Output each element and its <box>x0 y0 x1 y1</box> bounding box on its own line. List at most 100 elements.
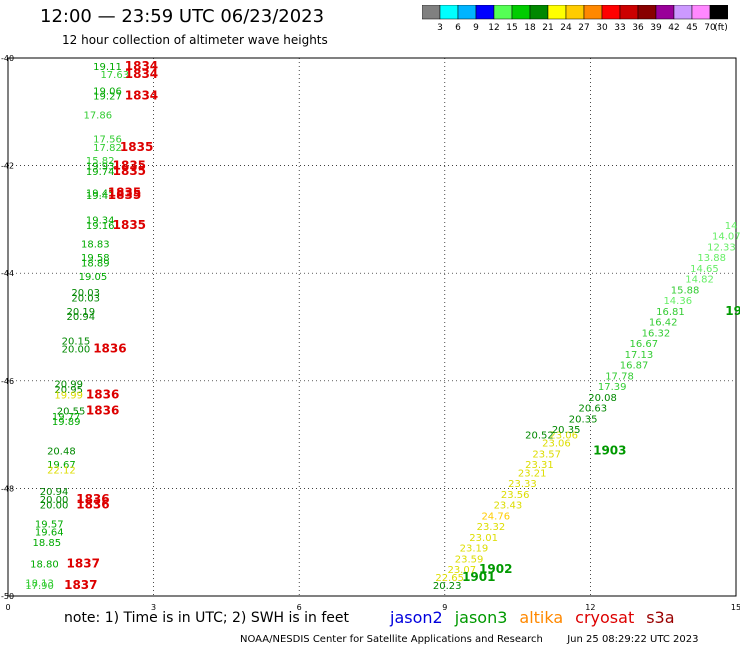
x-tick-label: 9 <box>442 603 447 610</box>
colorbar-label: 70 <box>704 23 716 33</box>
wave-height-point: 20.03 <box>71 293 100 304</box>
wave-height-point: 19.89 <box>52 417 81 428</box>
wave-height-point: 17.63 <box>100 70 129 81</box>
wave-height-point: 16.87 <box>620 361 649 372</box>
wave-height-point: 20.94 <box>40 487 69 498</box>
wave-height-point: 13.88 <box>697 253 726 264</box>
wave-height-point: 18.13 <box>25 579 54 590</box>
wave-height-point: 23.31 <box>525 460 554 471</box>
wave-height-point: 23.07 <box>447 565 476 576</box>
colorbar-label: 45 <box>686 23 697 33</box>
pass-time-label: 1834 <box>125 89 158 103</box>
wave-height-point: 15.88 <box>671 285 700 296</box>
credit-text: NOAA/NESDIS Center for Satellite Applica… <box>240 634 543 645</box>
footer-credit: NOAA/NESDIS Center for Satellite Applica… <box>240 634 698 645</box>
pass-time-label: 1903 <box>593 444 626 458</box>
wave-height-point: 19.58 <box>81 253 110 264</box>
pass-time-label: 1835 <box>120 140 153 154</box>
x-tick-label: 0 <box>5 603 10 610</box>
colorbar-label: 39 <box>650 23 662 33</box>
colorbar-label: 9 <box>473 23 479 33</box>
pass-time-label: 1836 <box>76 492 109 506</box>
wave-height-point: 19.41 <box>86 191 115 202</box>
pass-time-label: 1835 <box>108 186 141 200</box>
wave-height-point: 19.93 <box>86 162 115 173</box>
colorbar-label: 24 <box>560 23 572 33</box>
wave-height-point: 19.11 <box>93 62 122 73</box>
wave-height-point: 18.89 <box>81 258 110 269</box>
wave-height-point: 20.00 <box>40 495 69 506</box>
wave-height-point: 19.74 <box>86 167 115 178</box>
wave-height-point: 17.56 <box>93 135 122 146</box>
wave-height-point: 23.21 <box>518 468 547 479</box>
wave-height-point: 14.82 <box>685 275 714 286</box>
colorbar-label: 3 <box>437 23 443 33</box>
x-tick-label: 6 <box>297 603 302 610</box>
wave-height-point: 20.99 <box>54 379 83 390</box>
wave-height-point: 23.06 <box>542 439 571 450</box>
legend-entry-altika: altika <box>519 608 564 627</box>
wave-height-point: 20.63 <box>579 404 608 415</box>
wave-height-point: 20.55 <box>57 406 86 417</box>
pass-time-label: 1837 <box>67 557 100 571</box>
colorbar-label: 42 <box>668 23 679 33</box>
wave-height-point: 12.33 <box>707 242 736 253</box>
legend-entry-jason2: jason2 <box>390 608 443 627</box>
y-tick-label: -48 <box>1 484 14 493</box>
colorbar-label: 6 <box>455 23 461 33</box>
wave-height-point: 20.08 <box>588 393 617 404</box>
wave-height-point: 18.80 <box>30 560 59 571</box>
wave-height-point: 17.82 <box>93 143 122 154</box>
y-tick-label: -44 <box>1 269 14 278</box>
wave-height-point: 19.41 <box>86 189 115 200</box>
wave-height-point: 22.65 <box>435 573 464 584</box>
wave-height-point: 20.94 <box>66 312 95 323</box>
x-tick-label: 15 <box>731 603 740 610</box>
pass-time-label: 19 <box>725 304 740 318</box>
pass-time-label: 1836 <box>86 387 119 401</box>
wave-height-point: 23.01 <box>469 533 498 544</box>
chart-subtitle: 12 hour collection of altimeter wave hei… <box>62 33 328 47</box>
wave-height-point: 23.57 <box>532 449 561 460</box>
wave-height-point: 22.12 <box>47 466 76 477</box>
wave-height-point: 19.27 <box>93 92 122 103</box>
colorbar-swatch <box>709 5 728 20</box>
x-tick-label: 3 <box>151 603 156 610</box>
satellite-legend: jason2 jason3 altika cryosat s3a <box>390 608 687 627</box>
colorbar-label: 15 <box>506 23 517 33</box>
wave-height-point: 19.06 <box>93 86 122 97</box>
pass-time-label: 1835 <box>108 188 141 202</box>
pass-time-label: 1902 <box>479 562 512 576</box>
wave-height-point: 18.85 <box>33 538 62 549</box>
wave-height-point: 17.13 <box>625 350 654 361</box>
colorbar-label: 18 <box>524 23 536 33</box>
wave-height-point: 20.35 <box>569 414 598 425</box>
wave-height-point: 19.57 <box>35 519 64 530</box>
wave-height-point: 20.52 <box>525 431 554 442</box>
wave-height-point: 23.56 <box>501 490 530 501</box>
generated-timestamp: Jun 25 08:29:22 UTC 2023 <box>567 634 699 645</box>
colorbar-label: 12 <box>488 23 499 33</box>
colorbar-label: 27 <box>578 23 589 33</box>
wave-height-point: 24.76 <box>481 511 510 522</box>
wave-height-point: 23.33 <box>508 479 537 490</box>
wave-height-point: 14.36 <box>663 296 692 307</box>
wave-height-point: 20.00 <box>40 501 69 512</box>
wave-height-point: 19.67 <box>47 460 76 471</box>
wave-height-point: 19.64 <box>35 527 64 538</box>
y-tick-label: -50 <box>1 592 14 601</box>
wave-height-point: 20.00 <box>62 345 91 356</box>
colorbar-label: 33 <box>614 23 625 33</box>
wave-height-point: 19.34 <box>86 215 115 226</box>
wave-height-point: 19.05 <box>79 272 108 283</box>
wave-height-point: 16.32 <box>642 328 671 339</box>
chart-title: 12:00 — 23:59 UTC 06/23/2023 <box>40 6 325 27</box>
color-scale-bar: 3 6 9 12 15 18 21 24 27 30 33 36 39 42 45 70(ft) <box>422 5 728 33</box>
pass-time-label: 1835 <box>113 159 146 173</box>
colorbar-label: (ft) <box>714 23 728 33</box>
pass-time-label: 1834 <box>125 59 158 73</box>
wave-height-point: 14.65 <box>690 264 719 275</box>
pass-time-label: 1835 <box>113 164 146 178</box>
wave-height-point: 17.86 <box>83 110 112 121</box>
